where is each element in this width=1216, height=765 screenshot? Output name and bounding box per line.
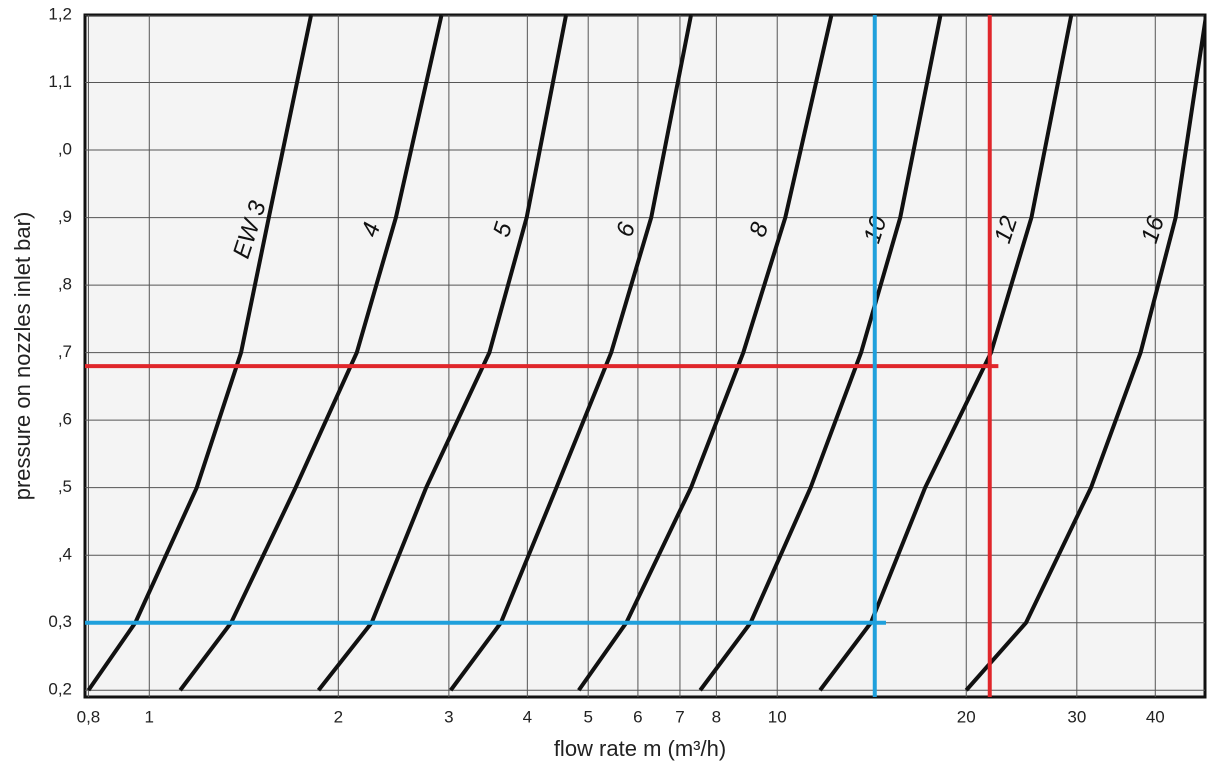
curve — [316, 15, 569, 692]
x-tick-label: 1 — [145, 707, 154, 726]
y-tick-label: 0,2 — [48, 680, 72, 699]
x-tick-label: 30 — [1067, 707, 1086, 726]
y-tick-label: 1,2 — [48, 4, 72, 23]
x-tick-label: 3 — [444, 707, 453, 726]
x-tick-label: 2 — [334, 707, 343, 726]
x-tick-label: 10 — [768, 707, 787, 726]
plot-area — [83, 13, 1207, 699]
plot-content — [85, 15, 1205, 697]
x-tick-label: 40 — [1146, 707, 1165, 726]
curve — [698, 15, 943, 692]
x-tick-label: 4 — [523, 707, 532, 726]
x-tick-label: 8 — [712, 707, 721, 726]
y-tick-label: ,9 — [58, 207, 72, 226]
y-tick-label: 1,1 — [48, 72, 72, 91]
y-axis-label: pressure on nozzles inlet bar) — [10, 212, 35, 501]
x-tick-label: 6 — [633, 707, 642, 726]
x-tick-label: 7 — [675, 707, 684, 726]
y-tick-label: ,0 — [58, 140, 72, 159]
curve — [818, 15, 1074, 692]
x-tick-label: 0,8 — [77, 707, 101, 726]
y-tick-label: ,5 — [58, 477, 72, 496]
y-tick-label: ,4 — [58, 545, 72, 564]
x-axis-label: flow rate m (m³/h) — [554, 736, 726, 761]
curve — [577, 15, 834, 692]
curve — [86, 15, 314, 692]
y-tick-label: ,8 — [58, 275, 72, 294]
x-tick-label: 20 — [957, 707, 976, 726]
curve — [178, 15, 444, 692]
y-tick-label: 0,3 — [48, 612, 72, 631]
x-tick-label: 5 — [583, 707, 592, 726]
y-tick-label: ,6 — [58, 410, 72, 429]
y-tick-label: ,7 — [58, 342, 72, 361]
curve — [449, 15, 693, 692]
curve — [964, 15, 1205, 692]
